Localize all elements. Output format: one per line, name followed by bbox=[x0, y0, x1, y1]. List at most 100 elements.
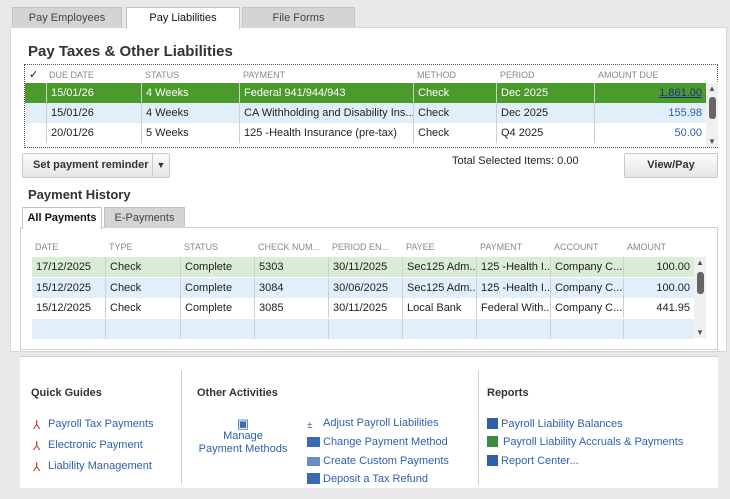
view-pay-button[interactable]: View/Pay bbox=[624, 153, 718, 178]
col-payment[interactable]: PAYMENT bbox=[243, 70, 286, 80]
cell-amount[interactable]: 1,861.00 bbox=[594, 83, 706, 103]
quick-guide-link[interactable]: ⅄ Electronic Payment bbox=[33, 439, 143, 453]
scroll-up-icon[interactable]: ▲ bbox=[696, 258, 704, 267]
edit-card-icon bbox=[307, 437, 320, 447]
scroll-down-icon[interactable]: ▼ bbox=[696, 328, 704, 337]
col-amount-due[interactable]: AMOUNT DUE bbox=[598, 70, 659, 80]
col-status[interactable]: STATUS bbox=[145, 70, 180, 80]
scroll-thumb[interactable] bbox=[697, 272, 704, 294]
history-cell: 15/12/2025 bbox=[36, 281, 92, 294]
liability-row[interactable]: 15/01/26 4 Weeks CA Withholding and Disabi… bbox=[25, 103, 706, 123]
report-link[interactable]: Payroll Liability Accruals & Payments bbox=[487, 436, 683, 448]
tab-pay-employees[interactable]: Pay Employees bbox=[12, 7, 122, 28]
link-label: Liability Management bbox=[48, 460, 152, 472]
history-cell: 125 -Health I... bbox=[476, 277, 550, 298]
bottom-panel bbox=[20, 356, 718, 488]
col-period[interactable]: PERIOD bbox=[500, 70, 535, 80]
excel-report-icon bbox=[487, 436, 498, 447]
liabilities-table: ✓ DUE DATE STATUS PAYMENT METHOD PERIOD … bbox=[24, 64, 718, 148]
history-cell: Federal With... bbox=[476, 298, 550, 318]
link-label: Change Payment Method bbox=[323, 436, 448, 448]
link-label: Report Center... bbox=[501, 455, 579, 467]
report-link[interactable]: Payroll Liability Balances bbox=[487, 418, 623, 430]
link-label: Electronic Payment bbox=[48, 439, 143, 451]
cell-due: 15/01/26 bbox=[46, 103, 141, 123]
activity-link[interactable]: Deposit a Tax Refund bbox=[307, 473, 428, 485]
history-cell bbox=[623, 318, 694, 339]
history-cell: 100.00 bbox=[623, 277, 694, 298]
adjust-icon: ± bbox=[307, 420, 313, 431]
row-checkbox[interactable] bbox=[25, 123, 46, 143]
history-cell: Check bbox=[105, 277, 180, 298]
cell-payment: CA Withholding and Disability Ins... bbox=[239, 103, 413, 123]
link-label: Payroll Liability Accruals & Payments bbox=[503, 436, 684, 448]
cell-due: 15/01/26 bbox=[46, 83, 141, 103]
activity-link[interactable]: ± Adjust Payroll Liabilities bbox=[307, 417, 439, 432]
quick-guide-link[interactable]: ⅄ Liability Management bbox=[33, 460, 152, 474]
history-col-header[interactable]: STATUS bbox=[184, 242, 219, 252]
set-payment-reminder-button[interactable]: Set payment reminder ▼ bbox=[22, 153, 170, 178]
reminder-label: Set payment reminder bbox=[33, 159, 149, 171]
history-col-header[interactable]: PAYEE bbox=[406, 242, 435, 252]
cell-method: Check bbox=[413, 123, 496, 143]
scroll-down-icon[interactable]: ▼ bbox=[708, 137, 716, 146]
liability-row[interactable]: 20/01/26 5 Weeks 125 -Health Insurance (pr… bbox=[25, 123, 706, 143]
pdf-icon: ⅄ bbox=[33, 460, 41, 474]
history-col-header[interactable]: ACCOUNT bbox=[554, 242, 599, 252]
history-col-header[interactable]: TYPE bbox=[109, 242, 133, 252]
history-row[interactable]: 15/12/2025 Check Complete 3084 30/06/2025 Sec… bbox=[32, 277, 694, 298]
pdf-icon: ⅄ bbox=[33, 418, 41, 432]
liability-row[interactable]: 15/01/26 4 Weeks Federal 941/944/943 Check D… bbox=[25, 83, 706, 103]
divider bbox=[478, 370, 479, 485]
other-activities-title: Other Activities bbox=[197, 387, 278, 399]
history-col-header[interactable]: PERIOD EN... bbox=[332, 242, 390, 252]
custom-payment-icon bbox=[307, 457, 320, 466]
history-cell: Check bbox=[105, 298, 180, 318]
quick-guide-link[interactable]: ⅄ Payroll Tax Payments bbox=[33, 418, 154, 432]
total-selected-items: Total Selected Items: 0.00 bbox=[452, 155, 579, 167]
report-link[interactable]: Report Center... bbox=[487, 455, 579, 467]
scroll-up-icon[interactable]: ▲ bbox=[708, 84, 716, 93]
history-cell: 30/06/2025 bbox=[328, 277, 402, 298]
col-due-date[interactable]: DUE DATE bbox=[49, 70, 94, 80]
history-row[interactable]: 17/12/2025 Check Complete 5303 30/11/2025 Sec… bbox=[32, 257, 694, 277]
history-cell: Company C... bbox=[550, 277, 623, 298]
tab-e-payments[interactable]: E-Payments bbox=[104, 207, 185, 227]
scroll-thumb[interactable] bbox=[709, 97, 716, 119]
divider bbox=[181, 370, 182, 485]
cell-method: Check bbox=[413, 83, 496, 103]
cell-amount[interactable]: 155.98 bbox=[594, 103, 706, 123]
history-row[interactable] bbox=[32, 318, 694, 339]
history-table: DATE TYPE STATUS CHECK NUM... PERIOD EN... PA… bbox=[32, 238, 707, 339]
tab-all-payments[interactable]: All Payments bbox=[22, 207, 102, 229]
activity-link[interactable]: Create Custom Payments bbox=[307, 455, 449, 467]
history-cell: Sec125 Adm... bbox=[402, 257, 476, 277]
chevron-down-icon[interactable]: ▼ bbox=[152, 154, 169, 176]
col-method[interactable]: METHOD bbox=[417, 70, 456, 80]
cell-payment: 125 -Health Insurance (pre-tax) bbox=[239, 123, 413, 143]
history-col-header[interactable]: PAYMENT bbox=[480, 242, 523, 252]
history-col-header[interactable]: CHECK NUM... bbox=[258, 242, 321, 252]
history-cell bbox=[402, 318, 476, 339]
history-scrollbar[interactable]: ▲ ▼ bbox=[694, 257, 706, 338]
history-cell: Company C... bbox=[550, 257, 623, 277]
manage-payment-methods-link[interactable]: ▣ Manage Payment Methods bbox=[195, 417, 291, 456]
manage-label-2: Payment Methods bbox=[198, 443, 288, 455]
cell-period: Dec 2025 bbox=[496, 83, 594, 103]
pdf-icon: ⅄ bbox=[33, 439, 41, 453]
page-title: Pay Taxes & Other Liabilities bbox=[28, 43, 233, 60]
history-row[interactable]: 15/12/2025 Check Complete 3085 30/11/2025 Loc… bbox=[32, 298, 694, 318]
history-cell bbox=[476, 318, 550, 339]
row-checkbox[interactable] bbox=[25, 103, 46, 123]
tab-pay-liabilities[interactable]: Pay Liabilities bbox=[126, 7, 240, 29]
cell-amount[interactable]: 50.00 bbox=[594, 123, 706, 143]
payment-history-title: Payment History bbox=[28, 187, 131, 202]
history-col-header[interactable]: DATE bbox=[35, 242, 59, 252]
history-cell: Check bbox=[105, 257, 180, 277]
activity-link[interactable]: Change Payment Method bbox=[307, 436, 448, 448]
liabilities-scrollbar[interactable]: ▲ ▼ bbox=[706, 83, 718, 147]
row-checkbox[interactable] bbox=[25, 83, 46, 103]
tab-file-forms[interactable]: File Forms bbox=[242, 7, 355, 28]
history-col-header[interactable]: AMOUNT bbox=[627, 242, 666, 252]
cell-period: Q4 2025 bbox=[496, 123, 594, 143]
